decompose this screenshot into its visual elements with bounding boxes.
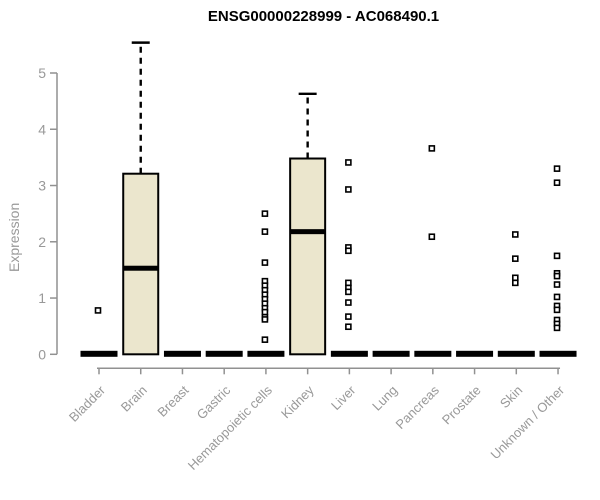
x-category-label: Liver [328, 382, 359, 413]
outlier-point [345, 323, 352, 331]
zero-bar [163, 350, 201, 357]
outlier-point [261, 336, 269, 343]
zero-bar [80, 350, 118, 357]
outlier-point [511, 274, 519, 282]
zero-bar [205, 350, 243, 357]
zero-bar [539, 350, 577, 357]
zero-bar [247, 350, 285, 357]
outlier-point [94, 307, 102, 314]
outlier-point [345, 159, 352, 166]
outlier-point [553, 324, 561, 332]
outlier-point [261, 308, 269, 316]
zero-bar [372, 350, 410, 357]
outlier-point [261, 259, 269, 266]
outlier-point [553, 252, 561, 260]
box [289, 157, 327, 356]
outlier-point [553, 272, 561, 280]
outlier-point [345, 288, 352, 296]
outlier-point [511, 255, 519, 262]
x-category-label: Lung [369, 383, 400, 414]
outlier-point [511, 279, 519, 287]
outlier-point [345, 299, 352, 306]
y-tick-label: 3 [38, 178, 46, 194]
x-category-label: Unknown / Other [488, 382, 568, 462]
y-tick-label: 5 [38, 65, 46, 81]
outlier-point [345, 247, 352, 255]
y-tick-label: 1 [38, 290, 46, 306]
outlier-point [553, 179, 561, 187]
x-category-label: Pancreas [393, 382, 443, 432]
x-category-label: Brain [118, 383, 150, 415]
zero-bar [456, 350, 494, 357]
chart-title: ENSG00000228999 - AC068490.1 [207, 8, 440, 25]
outlier-point [553, 165, 561, 172]
x-category-label: Kidney [278, 382, 317, 421]
outlier-point [511, 231, 519, 238]
outlier-point [261, 210, 269, 217]
zero-bar [497, 350, 535, 357]
y-tick-label: 0 [38, 346, 46, 362]
outlier-point [261, 228, 269, 235]
x-category-label: Gastric [194, 382, 234, 422]
outlier-point [428, 233, 436, 241]
outlier-point [428, 145, 436, 152]
outlier-point [553, 306, 561, 314]
x-category-label: Bladder [66, 382, 109, 425]
x-category-label: Skin [497, 383, 525, 411]
y-tick-label: 4 [38, 121, 46, 137]
box [122, 172, 160, 356]
outlier-point [553, 293, 561, 301]
zero-bar [330, 350, 368, 357]
outlier-point [553, 281, 561, 288]
median-line [290, 229, 326, 235]
median-line [123, 265, 159, 271]
outlier-point [261, 316, 269, 323]
x-category-label: Breast [154, 382, 191, 419]
outlier-point [345, 313, 352, 320]
outlier-point [345, 186, 352, 193]
y-tick-label: 2 [38, 234, 46, 250]
x-category-label: Prostate [439, 383, 484, 428]
zero-bar [414, 350, 452, 357]
outlier-point [345, 279, 352, 287]
